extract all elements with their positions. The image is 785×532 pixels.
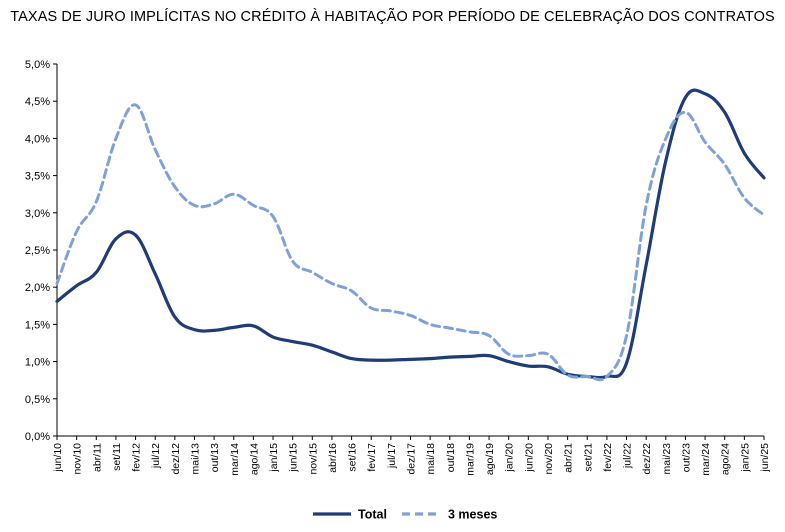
y-tick-label: 5,0% [25, 59, 50, 71]
x-tick-label: abr/16 [327, 443, 339, 473]
x-axis: jun/10 nov/10 abr/11 set/11 fev/12 jul/12 dez/… [52, 435, 771, 476]
x-tick-label: ago/24 [720, 443, 732, 475]
x-tick-label: jun/20 [523, 443, 535, 473]
x-tick-label: mar/19 [464, 443, 476, 476]
y-tick-label: 3,0% [25, 208, 50, 220]
y-tick-label: 1,5% [25, 319, 50, 331]
x-tick-label: jan/20 [504, 443, 516, 473]
x-tick-label: jul/12 [150, 443, 162, 469]
x-tick-label: mar/14 [229, 443, 241, 476]
x-tick-label: jun/25 [759, 443, 771, 473]
x-tick-label: dez/12 [170, 443, 182, 475]
y-tick-label: 3,5% [25, 171, 50, 183]
y-axis: 0,0% 0,5% 1,0% 1,5% 2,0% 2,5% 3,0% 3,5% 4,0% 4,5%… [25, 59, 58, 443]
y-tick-label: 2,5% [25, 245, 50, 257]
x-tick-label: nov/10 [72, 443, 84, 475]
x-tick-label: abr/11 [91, 443, 103, 472]
series-lines [55, 88, 766, 382]
y-tick-label: 4,5% [25, 96, 50, 108]
y-tick-label: 0,0% [25, 431, 50, 443]
x-tick-label: fev/12 [131, 443, 143, 472]
x-tick-label: mai/23 [661, 443, 673, 475]
x-tick-label: set/11 [111, 443, 123, 471]
x-tick-label: dez/22 [641, 443, 653, 475]
chart-title: TAXAS DE JURO IMPLÍCITAS NO CRÉDITO À HA… [10, 9, 775, 25]
x-tick-label: fev/17 [366, 443, 378, 472]
y-tick-label: 0,5% [25, 394, 50, 406]
x-tick-label: out/18 [445, 443, 457, 472]
x-tick-label: set/21 [582, 443, 594, 472]
x-tick-label: out/13 [209, 443, 221, 472]
series-line-total [55, 88, 766, 380]
y-tick-label: 1,0% [25, 357, 50, 369]
y-tick-label: 2,0% [25, 282, 50, 294]
x-tick-label: jan/25 [739, 443, 751, 473]
x-tick-label: ago/19 [484, 443, 496, 475]
legend-label-total: Total [358, 508, 387, 522]
x-tick-label: mar/24 [700, 443, 712, 476]
x-tick-label: jan/15 [268, 443, 280, 473]
x-tick-label: mai/18 [425, 443, 437, 475]
x-tick-label: mai/13 [189, 443, 201, 475]
x-tick-label: out/23 [680, 443, 692, 472]
x-tick-label: fev/22 [602, 443, 614, 472]
x-tick-label: jul/17 [386, 443, 398, 469]
x-tick-label: set/16 [347, 443, 359, 472]
y-tick-label: 4,0% [25, 133, 50, 145]
x-tick-label: nov/20 [543, 443, 555, 475]
legend-label-3-meses: 3 meses [448, 508, 497, 522]
x-tick-label: jun/15 [288, 443, 300, 473]
legend: Total 3 meses [313, 508, 497, 522]
x-tick-label: ago/14 [248, 443, 260, 475]
x-tick-label: abr/21 [563, 443, 575, 473]
series-line-3-meses [55, 103, 766, 382]
x-tick-label: nov/15 [307, 443, 319, 475]
x-tick-label: dez/17 [406, 443, 418, 475]
x-tick-label: jul/22 [622, 443, 634, 469]
x-tick-label: jun/10 [52, 443, 64, 473]
